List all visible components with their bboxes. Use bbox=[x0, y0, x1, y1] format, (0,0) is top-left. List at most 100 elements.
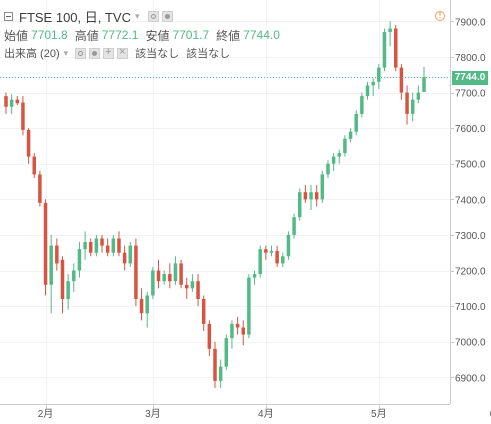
candle-body bbox=[122, 252, 127, 264]
candle-body bbox=[275, 250, 279, 264]
y-tick-label: 7800.0 bbox=[455, 53, 486, 64]
open-label: 始値 bbox=[4, 28, 29, 43]
open-value: 7701.8 bbox=[31, 28, 68, 42]
candle-body bbox=[77, 249, 82, 271]
candle-body bbox=[354, 113, 358, 132]
candle-body bbox=[405, 92, 409, 114]
candle-body bbox=[190, 281, 195, 289]
candle-body bbox=[422, 76, 426, 92]
candle-body bbox=[173, 263, 178, 282]
candle-body bbox=[94, 238, 99, 253]
plus-icon[interactable] bbox=[103, 46, 115, 59]
candle-body bbox=[365, 85, 370, 97]
candle-body bbox=[15, 99, 20, 104]
candle-body bbox=[382, 32, 387, 68]
candle-body bbox=[247, 277, 251, 335]
candle-body bbox=[72, 270, 76, 282]
candle-body bbox=[286, 234, 291, 257]
candle-body bbox=[343, 138, 347, 154]
candle-body bbox=[26, 129, 31, 157]
candle-body bbox=[224, 338, 229, 367]
candle-body bbox=[196, 281, 200, 299]
y-tick-label: 7700.0 bbox=[455, 89, 486, 100]
chevron-down-icon[interactable]: ▾ bbox=[134, 10, 140, 21]
candle-body bbox=[314, 192, 319, 200]
candle-body bbox=[309, 192, 313, 200]
candle-body bbox=[388, 28, 392, 33]
candle-body bbox=[117, 238, 121, 253]
eye-icon[interactable] bbox=[75, 47, 87, 59]
candle-body bbox=[100, 238, 104, 246]
candle-body bbox=[201, 298, 206, 324]
y-tick-label: 7600.0 bbox=[455, 124, 486, 135]
candle-body bbox=[111, 238, 116, 253]
candle-body bbox=[235, 323, 240, 328]
chevron-down-icon[interactable]: ▾ bbox=[63, 47, 69, 58]
candle-body bbox=[269, 250, 274, 253]
eye-icon[interactable] bbox=[147, 10, 159, 22]
candle-body bbox=[168, 274, 172, 282]
candle-body bbox=[410, 99, 415, 114]
candle-body bbox=[9, 99, 14, 107]
candle-body bbox=[377, 67, 381, 82]
current-price-label: 7744.0 bbox=[452, 70, 488, 85]
candle-body bbox=[49, 245, 53, 285]
close-icon[interactable] bbox=[117, 46, 129, 59]
x-axis-ticks: 2月 3月 4月 5月 6月 bbox=[38, 404, 491, 420]
candle-body bbox=[337, 153, 342, 157]
x-tick-label: 3月 bbox=[145, 408, 161, 420]
symbol-title[interactable]: FTSE 100, 日, TVC bbox=[19, 9, 131, 25]
candle-body bbox=[145, 295, 149, 314]
low-value: 7701.7 bbox=[172, 28, 210, 42]
candle-body bbox=[66, 281, 70, 299]
candle-body bbox=[179, 263, 183, 285]
x-tick-label: 5月 bbox=[371, 408, 387, 420]
x-tick-label: 6月 bbox=[490, 408, 491, 420]
candle-body bbox=[134, 245, 138, 299]
collapse-icon[interactable] bbox=[4, 11, 13, 21]
candle-body bbox=[105, 245, 110, 253]
high-value: 7772.1 bbox=[101, 28, 139, 42]
candle-body bbox=[162, 274, 166, 282]
x-tick-label: 4月 bbox=[258, 408, 274, 420]
gear-icon[interactable] bbox=[89, 47, 101, 59]
candle-body bbox=[43, 202, 48, 285]
candle-body bbox=[38, 174, 42, 203]
candle-body bbox=[371, 81, 375, 86]
y-axis-ticks: 6900.0 7000.0 7100.0 7200.0 7300.0 7400.0 7500… bbox=[450, 17, 486, 384]
candle-body bbox=[230, 323, 234, 339]
candle-body bbox=[128, 245, 133, 264]
candles bbox=[4, 21, 426, 388]
volume-value: 該当なし bbox=[135, 48, 180, 60]
candle-body bbox=[360, 96, 364, 114]
gear-icon[interactable] bbox=[161, 10, 173, 22]
candle-body bbox=[331, 156, 336, 164]
candle-body bbox=[292, 217, 296, 235]
candle-body bbox=[151, 270, 155, 296]
candle-body bbox=[185, 284, 189, 289]
candle-body bbox=[55, 245, 59, 264]
volume-label[interactable]: 出来高 (20) bbox=[4, 48, 60, 60]
candle-body bbox=[399, 67, 404, 93]
candle-body bbox=[213, 348, 217, 381]
close-label: 終値 bbox=[216, 28, 241, 43]
y-tick-label: 6900.0 bbox=[455, 373, 486, 384]
candle-body bbox=[394, 28, 398, 68]
high-label: 高値 bbox=[74, 28, 99, 43]
candle-body bbox=[60, 259, 65, 299]
candle-body bbox=[348, 131, 353, 139]
volume-ma-value: 該当なし bbox=[186, 48, 231, 60]
y-tick-label: 7200.0 bbox=[455, 267, 486, 278]
candle-body bbox=[21, 102, 25, 130]
y-tick-label: 7400.0 bbox=[455, 195, 486, 206]
candle-body bbox=[241, 327, 245, 335]
y-tick-label: 7900.0 bbox=[455, 17, 486, 28]
candle-body bbox=[281, 256, 285, 264]
candle-body bbox=[252, 274, 257, 278]
candle-body bbox=[320, 174, 325, 200]
alert-icon[interactable]: ! bbox=[435, 11, 445, 21]
candle-body bbox=[207, 323, 212, 349]
candle-body bbox=[326, 163, 330, 175]
candle-body bbox=[264, 249, 268, 253]
